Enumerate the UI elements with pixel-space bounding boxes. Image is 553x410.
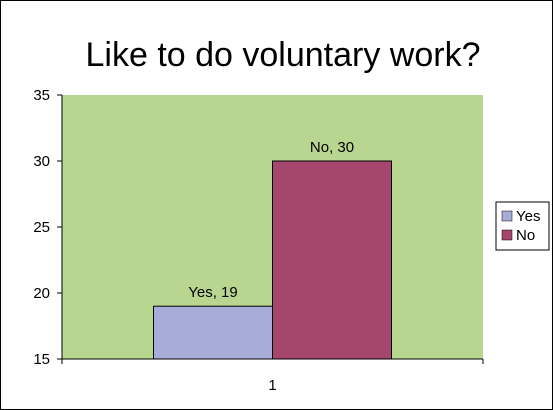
y-tick-label: 30 — [33, 153, 50, 170]
x-tick-label: 1 — [268, 377, 276, 394]
y-tick-label: 25 — [33, 219, 50, 236]
legend-label-yes: Yes — [516, 208, 540, 225]
legend-swatch-yes — [501, 210, 513, 222]
legend: Yes No — [495, 201, 550, 251]
y-axis: 15 20 25 30 35 — [33, 87, 63, 368]
chart-title: Like to do voluntary work? — [86, 36, 481, 74]
bar-no — [272, 160, 392, 360]
y-tick-label: 35 — [33, 87, 50, 104]
bars: Yes, 19 No, 30 — [153, 139, 392, 360]
x-axis: 1 — [61, 358, 484, 394]
bar-yes — [153, 305, 273, 360]
legend-label-no: No — [516, 227, 535, 244]
legend-box — [495, 201, 550, 251]
data-label-no: No, 30 — [310, 139, 354, 156]
y-tick-label: 20 — [33, 285, 50, 302]
data-label-yes: Yes, 19 — [188, 284, 238, 301]
legend-swatch-no — [501, 229, 513, 241]
y-tick-label: 15 — [33, 351, 50, 368]
